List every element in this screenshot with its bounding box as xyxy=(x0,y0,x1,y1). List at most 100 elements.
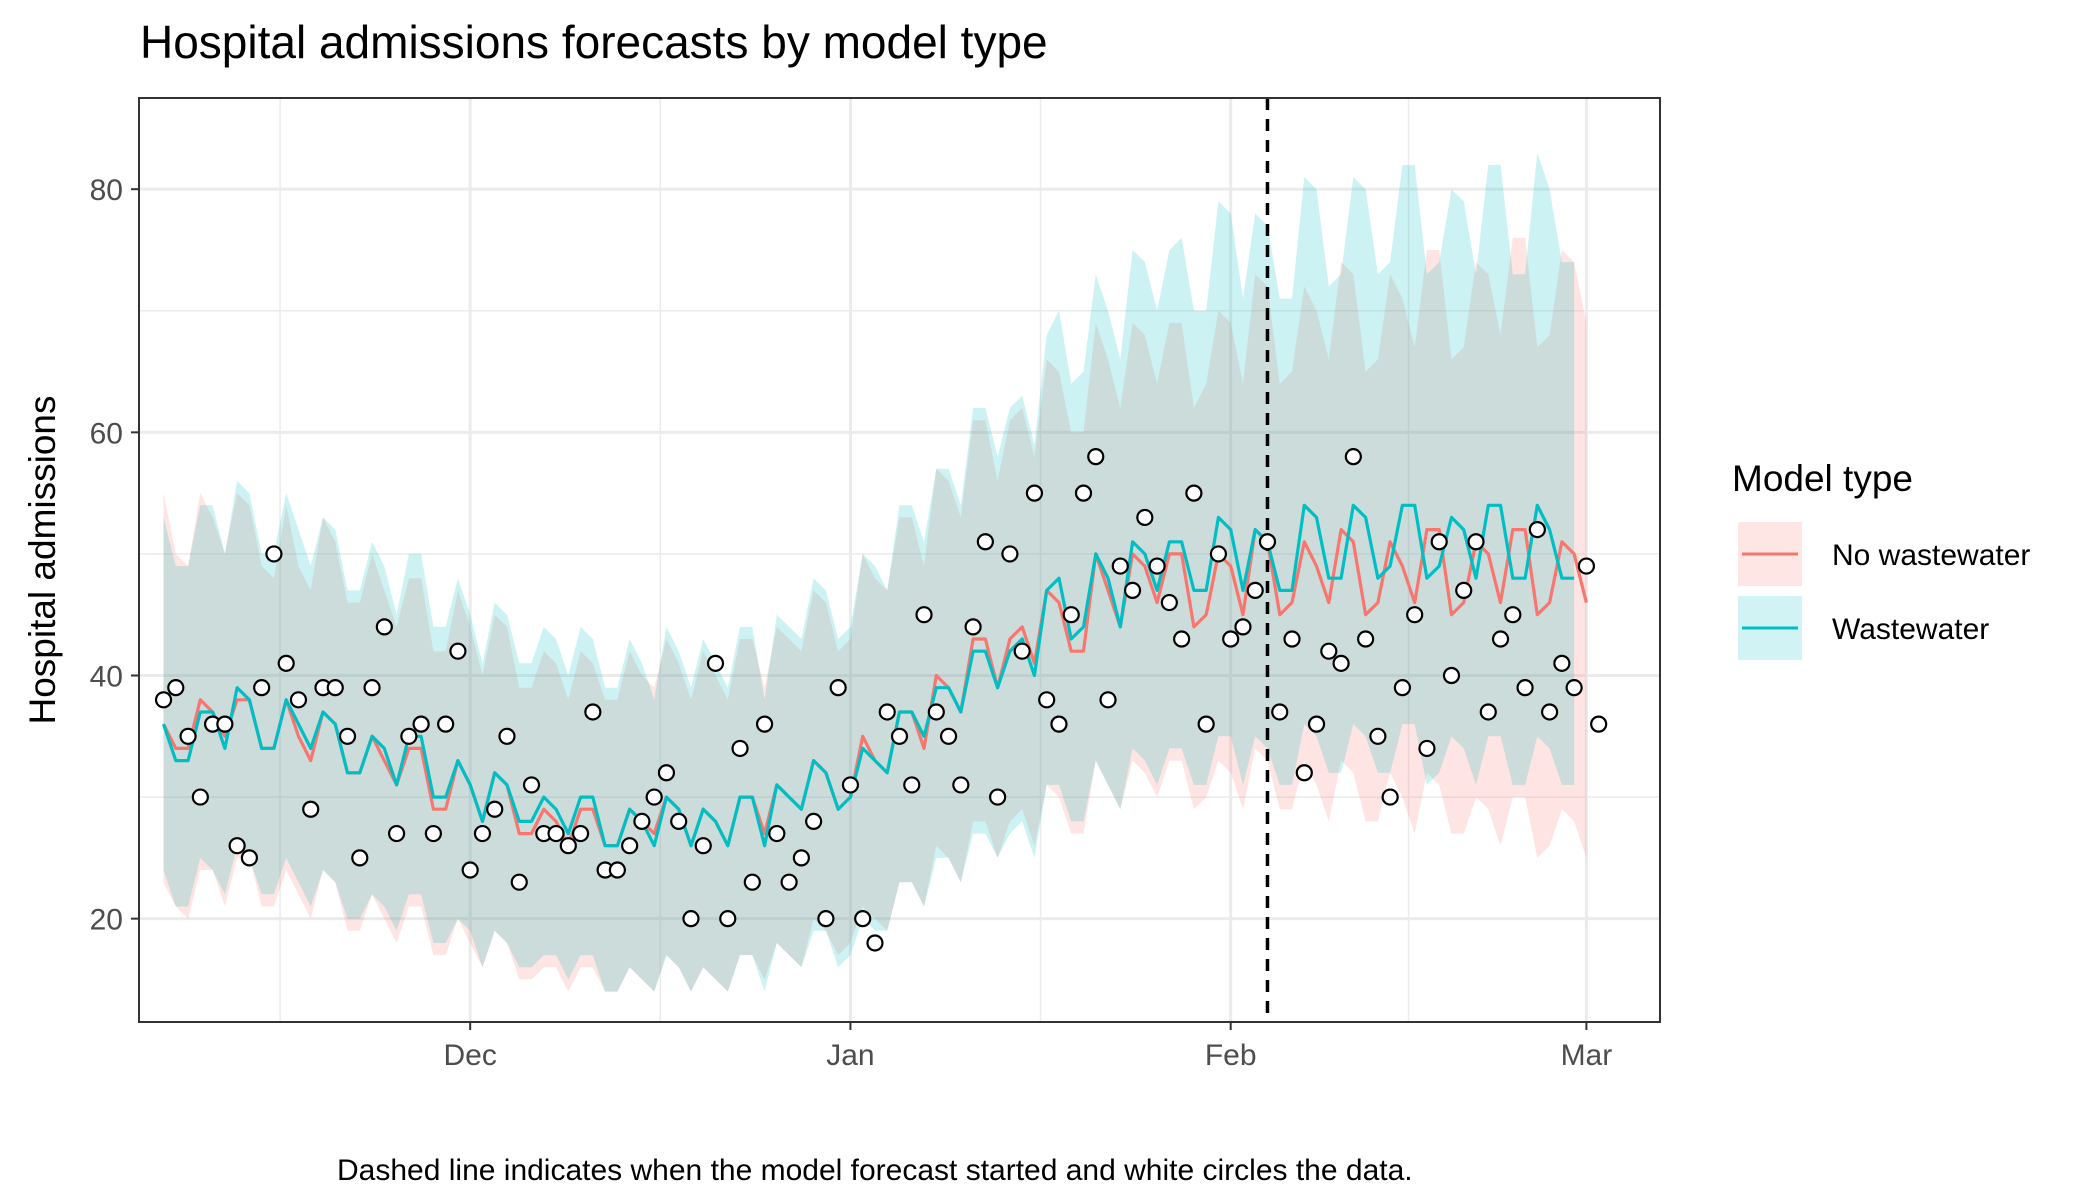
data-point xyxy=(302,800,320,818)
data-point xyxy=(1393,679,1412,697)
data-point xyxy=(277,654,295,672)
legend-label-no-wastewater: No wastewater xyxy=(1832,539,2030,572)
data-point xyxy=(1025,484,1044,502)
observed-data-points xyxy=(154,448,1608,952)
data-point xyxy=(559,837,577,855)
data-point xyxy=(780,873,798,891)
data-point xyxy=(768,824,786,843)
data-point xyxy=(731,739,749,758)
data-point xyxy=(1222,630,1240,648)
data-point xyxy=(915,606,933,624)
data-point xyxy=(1357,630,1375,648)
data-point xyxy=(1038,691,1056,709)
data-point xyxy=(326,679,344,697)
x-tick-label: Mar xyxy=(1561,1039,1613,1072)
data-point xyxy=(265,545,283,563)
data-point xyxy=(338,727,357,745)
data-point xyxy=(939,727,958,745)
ribbon-wastewater xyxy=(163,152,1575,992)
data-point xyxy=(510,873,528,891)
data-point xyxy=(805,812,823,830)
data-point xyxy=(719,910,737,928)
data-point xyxy=(228,837,246,855)
data-point xyxy=(829,679,847,697)
data-point xyxy=(976,533,994,551)
data-point xyxy=(1099,691,1117,709)
data-point xyxy=(1418,739,1436,758)
y-axis-title: Hospital admissions xyxy=(22,395,63,724)
data-point xyxy=(1209,545,1228,563)
x-tick-label: Jan xyxy=(826,1039,874,1072)
data-point xyxy=(473,824,492,843)
data-point xyxy=(608,861,626,879)
data-point xyxy=(1246,581,1264,599)
data-point xyxy=(571,824,590,843)
data-point xyxy=(363,679,381,697)
data-point xyxy=(387,824,406,843)
data-point xyxy=(792,849,810,867)
forecast-lines xyxy=(161,503,1588,848)
data-point xyxy=(412,715,430,733)
legend-item-no-wastewater: No wastewater xyxy=(1738,522,2030,586)
data-point xyxy=(461,861,479,879)
data-point xyxy=(1491,630,1510,648)
data-point xyxy=(1504,606,1522,624)
y-axis: 20 40 60 80 xyxy=(90,174,139,937)
data-point xyxy=(584,703,602,721)
data-point xyxy=(1442,666,1461,685)
data-point xyxy=(522,776,541,794)
x-tick-label: Dec xyxy=(444,1039,497,1072)
data-point xyxy=(449,642,467,660)
data-point xyxy=(1295,764,1313,782)
data-point xyxy=(878,703,896,721)
data-point xyxy=(1369,727,1387,745)
y-tick-label: 60 xyxy=(90,417,123,450)
data-point xyxy=(903,776,921,794)
data-point xyxy=(1074,484,1093,502)
chart-caption: Dashed line indicates when the model for… xyxy=(337,1154,1413,1187)
data-point xyxy=(694,837,712,855)
x-tick-label: Feb xyxy=(1205,1039,1257,1072)
y-tick-label: 20 xyxy=(90,904,123,937)
data-point xyxy=(216,715,234,733)
data-point xyxy=(1467,533,1485,551)
data-point xyxy=(927,703,945,721)
data-point xyxy=(1320,642,1338,660)
data-point xyxy=(1136,508,1154,527)
data-point xyxy=(841,776,860,794)
data-point xyxy=(755,715,774,733)
data-point xyxy=(682,910,700,928)
data-point xyxy=(1307,715,1326,733)
data-point xyxy=(1528,521,1546,539)
data-point xyxy=(1455,581,1473,599)
data-point xyxy=(253,679,271,697)
data-point xyxy=(743,873,761,891)
data-point xyxy=(1344,448,1362,466)
data-point xyxy=(1173,630,1191,648)
data-point xyxy=(1001,545,1019,563)
data-point xyxy=(854,910,872,928)
data-point xyxy=(289,691,308,709)
data-point xyxy=(1234,618,1252,636)
data-point xyxy=(375,618,393,636)
data-point xyxy=(1123,581,1142,599)
data-point xyxy=(989,788,1007,806)
data-point xyxy=(1381,788,1399,806)
data-point xyxy=(1516,679,1534,697)
data-point xyxy=(1332,654,1350,672)
legend: Model type No wastewater Wastewater xyxy=(1732,458,2030,660)
y-tick-label: 40 xyxy=(90,661,123,694)
data-point xyxy=(1258,533,1277,551)
data-point xyxy=(351,849,369,867)
data-point xyxy=(1565,679,1583,697)
chart-title: Hospital admissions forecasts by model t… xyxy=(140,16,1048,68)
data-point xyxy=(1111,557,1129,575)
legend-label-wastewater: Wastewater xyxy=(1832,613,1989,646)
data-point xyxy=(1271,703,1289,721)
data-point xyxy=(167,679,185,697)
line-wastewater xyxy=(161,503,1575,848)
data-point xyxy=(817,910,835,928)
data-point xyxy=(1479,703,1497,721)
data-point xyxy=(1013,642,1031,660)
